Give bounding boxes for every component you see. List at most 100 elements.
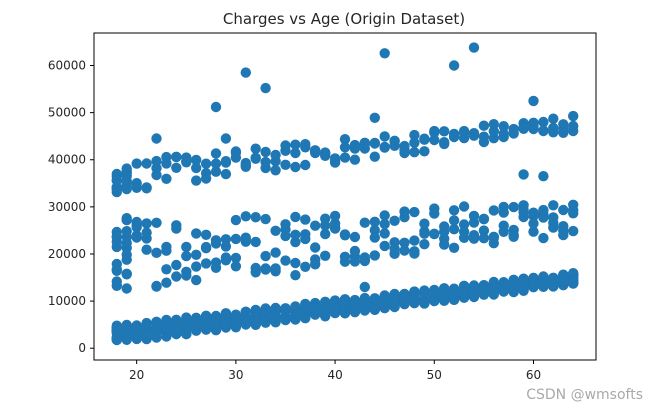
scatter-point bbox=[548, 222, 559, 233]
y-axis: 0 10000 20000 30000 40000 50000 60000 bbox=[48, 59, 94, 355]
scatter-point bbox=[419, 239, 430, 250]
scatter-point bbox=[121, 283, 132, 294]
scatter-point bbox=[290, 147, 301, 159]
scatter-point bbox=[240, 316, 251, 327]
scatter-point bbox=[121, 254, 132, 265]
scatter-point bbox=[310, 242, 321, 253]
scatter-point bbox=[171, 162, 182, 173]
scatter-point bbox=[230, 214, 242, 226]
scatter-point bbox=[349, 245, 361, 257]
scatter-point bbox=[359, 252, 370, 263]
scatter-point bbox=[439, 239, 450, 250]
scatter-point bbox=[290, 236, 301, 248]
scatter-point bbox=[260, 310, 271, 321]
scatter-point bbox=[369, 250, 380, 261]
scatter-point bbox=[181, 314, 192, 326]
scatter-point bbox=[419, 146, 430, 157]
scatter-point bbox=[439, 126, 450, 137]
scatter-point bbox=[379, 131, 390, 142]
scatter-point bbox=[458, 226, 470, 237]
x-tick-label: 50 bbox=[427, 368, 442, 382]
scatter-point bbox=[270, 263, 281, 274]
scatter-point bbox=[151, 316, 162, 327]
scatter-point bbox=[121, 268, 132, 279]
scatter-point bbox=[171, 271, 182, 282]
scatter-point bbox=[349, 231, 361, 243]
scatter-point bbox=[121, 323, 132, 334]
scatter-point bbox=[121, 226, 132, 237]
scatter-point bbox=[290, 270, 301, 281]
scatter-point bbox=[141, 330, 152, 341]
scatter-point bbox=[161, 158, 172, 169]
scatter-point bbox=[280, 314, 291, 326]
axes-frame bbox=[93, 32, 597, 361]
scatter-point bbox=[399, 237, 410, 248]
scatter-point bbox=[171, 259, 182, 271]
scatter-point bbox=[508, 274, 519, 285]
scatter-point bbox=[171, 220, 182, 231]
scatter-point bbox=[409, 293, 420, 304]
scatter-point bbox=[558, 229, 569, 241]
scatter-point bbox=[488, 285, 499, 297]
scatter-point bbox=[369, 137, 380, 149]
scatter-point bbox=[349, 154, 361, 165]
scatter-point bbox=[369, 225, 380, 236]
scatter-point bbox=[528, 218, 539, 229]
scatter-point bbox=[220, 241, 232, 252]
scatter-point bbox=[528, 121, 539, 132]
scatter-point bbox=[270, 314, 281, 325]
scatter-point bbox=[349, 299, 361, 310]
scatter-point bbox=[111, 276, 123, 287]
scatter-point bbox=[151, 247, 162, 258]
scatter-point bbox=[488, 126, 499, 137]
scatter-point bbox=[439, 137, 450, 148]
scatter-point bbox=[429, 287, 440, 298]
scatter-point bbox=[191, 162, 202, 174]
scatter-point bbox=[161, 277, 172, 288]
scatter-point bbox=[379, 228, 390, 239]
scatter-point bbox=[220, 168, 232, 180]
scatter-point bbox=[200, 158, 212, 169]
scatter-point bbox=[250, 317, 261, 328]
scatter-point bbox=[508, 128, 519, 139]
scatter-point bbox=[329, 153, 341, 164]
scatter-point bbox=[300, 298, 311, 310]
scatter-point bbox=[468, 42, 480, 53]
y-tick-label: 50000 bbox=[48, 106, 86, 120]
scatter-point bbox=[300, 261, 311, 272]
scatter-point bbox=[210, 313, 222, 324]
scatter-point bbox=[200, 241, 212, 253]
scatter-point bbox=[548, 113, 559, 124]
scatter-point bbox=[161, 323, 172, 334]
scatter-point bbox=[210, 158, 222, 169]
scatter-point bbox=[250, 305, 261, 317]
scatter-point bbox=[210, 166, 222, 177]
scatter-point bbox=[359, 217, 370, 228]
scatter-point bbox=[181, 266, 192, 277]
scatter-point bbox=[220, 255, 232, 266]
scatter-point bbox=[240, 211, 251, 222]
scatter-point bbox=[439, 293, 450, 305]
scatter-point bbox=[121, 332, 132, 344]
scatter-point bbox=[111, 323, 123, 334]
scatter-point bbox=[448, 60, 460, 71]
scatter-point bbox=[548, 275, 559, 286]
scatter-point bbox=[121, 177, 132, 189]
scatter-point bbox=[280, 159, 291, 170]
scatter-point bbox=[339, 251, 351, 262]
scatter-point bbox=[439, 226, 450, 237]
scatter-point bbox=[419, 218, 430, 229]
scatter-point bbox=[171, 315, 182, 327]
scatter-point bbox=[399, 289, 410, 300]
scatter-point bbox=[131, 330, 142, 342]
scatter-point bbox=[568, 110, 579, 122]
scatter-point bbox=[488, 205, 499, 216]
x-tick-label: 60 bbox=[526, 368, 541, 382]
y-tick-label: 0 bbox=[78, 341, 86, 355]
scatter-point bbox=[468, 130, 480, 141]
scatter-point bbox=[161, 314, 172, 326]
scatter-point bbox=[538, 204, 549, 216]
scatter-point bbox=[141, 227, 152, 238]
scatter-point bbox=[210, 235, 222, 246]
scatter-point bbox=[518, 169, 529, 180]
